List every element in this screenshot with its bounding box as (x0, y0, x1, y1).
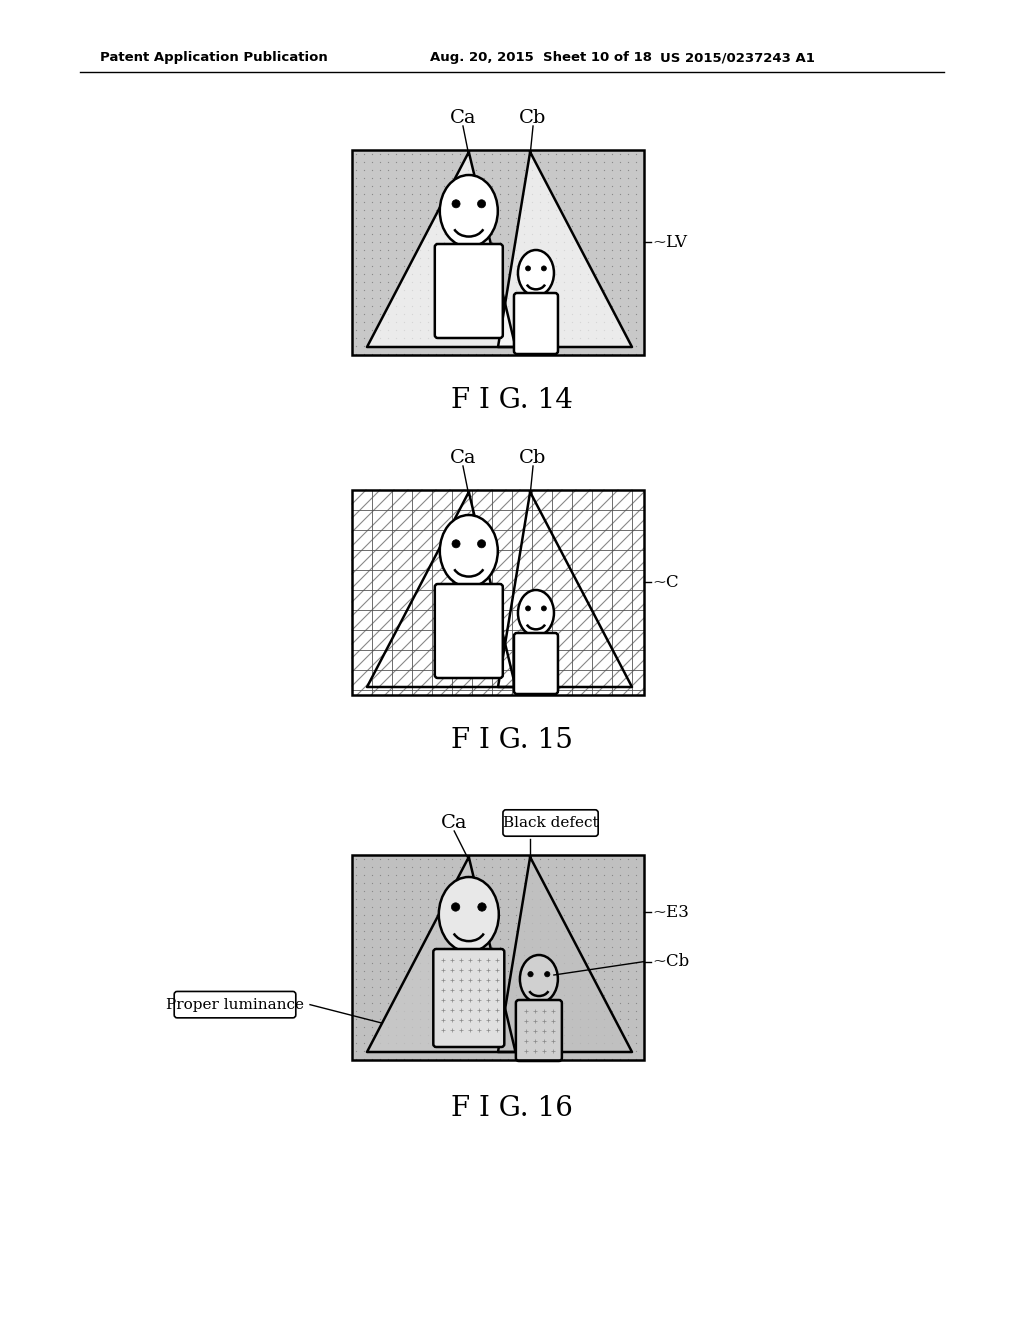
FancyBboxPatch shape (514, 293, 558, 354)
Circle shape (525, 265, 530, 271)
Circle shape (477, 540, 485, 548)
Circle shape (452, 903, 460, 911)
Text: F I G. 14: F I G. 14 (451, 387, 573, 413)
Circle shape (542, 606, 547, 611)
Ellipse shape (518, 249, 554, 296)
Circle shape (452, 199, 460, 207)
Bar (352, 150, 644, 355)
Circle shape (452, 540, 460, 548)
FancyBboxPatch shape (516, 1001, 562, 1061)
FancyBboxPatch shape (435, 244, 503, 338)
Text: ~LV: ~LV (652, 234, 687, 251)
Ellipse shape (518, 590, 554, 636)
Text: Patent Application Publication: Patent Application Publication (100, 51, 328, 65)
FancyBboxPatch shape (503, 809, 598, 836)
Ellipse shape (439, 515, 498, 587)
Circle shape (478, 903, 486, 911)
Text: Ca: Ca (441, 814, 467, 832)
Text: US 2015/0237243 A1: US 2015/0237243 A1 (660, 51, 815, 65)
Text: Cb: Cb (519, 449, 547, 467)
Polygon shape (367, 152, 515, 347)
Text: Ca: Ca (450, 449, 476, 467)
Text: Ca: Ca (450, 110, 476, 127)
FancyBboxPatch shape (174, 991, 296, 1018)
Ellipse shape (439, 176, 498, 247)
Text: Black defect: Black defect (503, 816, 598, 830)
Text: F I G. 16: F I G. 16 (451, 1094, 573, 1122)
Polygon shape (498, 152, 632, 347)
Bar (352, 490, 644, 696)
Polygon shape (498, 857, 632, 1052)
Text: Cb: Cb (519, 110, 547, 127)
Text: Aug. 20, 2015  Sheet 10 of 18: Aug. 20, 2015 Sheet 10 of 18 (430, 51, 652, 65)
FancyBboxPatch shape (433, 949, 504, 1047)
Circle shape (477, 199, 485, 207)
Bar (352, 855, 644, 1060)
Text: ~E3: ~E3 (652, 904, 689, 921)
Text: F I G. 15: F I G. 15 (451, 726, 573, 754)
Text: ~C: ~C (652, 574, 679, 591)
Circle shape (545, 972, 550, 977)
Bar (352, 490, 644, 696)
Ellipse shape (439, 876, 499, 952)
Circle shape (525, 606, 530, 611)
Circle shape (527, 972, 534, 977)
Text: ~Cb: ~Cb (652, 953, 689, 970)
Circle shape (542, 265, 547, 271)
Ellipse shape (520, 954, 558, 1003)
Bar (352, 855, 644, 1060)
FancyBboxPatch shape (514, 634, 558, 694)
Text: Proper luminance: Proper luminance (166, 998, 304, 1011)
FancyBboxPatch shape (435, 583, 503, 678)
Bar (352, 150, 644, 355)
Polygon shape (367, 857, 515, 1052)
